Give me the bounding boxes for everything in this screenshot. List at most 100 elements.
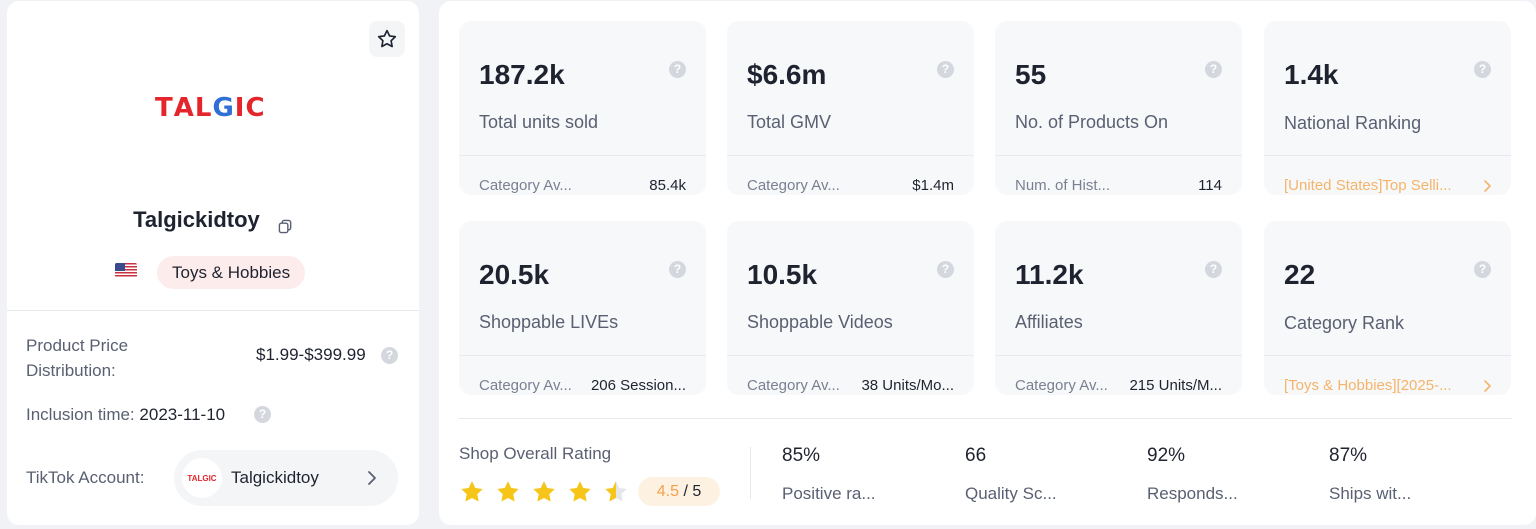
metric-value-ships-within: 87% xyxy=(1329,445,1368,466)
stat-sub-label: Category Av... xyxy=(479,177,572,194)
star-filled-icon xyxy=(461,481,483,502)
inclusion-time: Inclusion time: 2023-11-10 xyxy=(26,405,225,425)
stat-value: 22 xyxy=(1284,259,1316,290)
shop-name-text: Talgickidtoy xyxy=(133,207,260,232)
stat-label: No. of Products On xyxy=(1015,112,1169,132)
help-icon[interactable]: ? xyxy=(669,61,686,78)
stat-sub-label: Num. of Hist... xyxy=(1015,177,1111,194)
stat-card-national-ranking: 1.4k ? National Ranking [United States]T… xyxy=(1264,21,1511,195)
stat-value: 20.5k xyxy=(479,259,550,290)
stat-label: National Ranking xyxy=(1284,113,1422,133)
help-icon[interactable]: ? xyxy=(937,61,954,78)
rating-score-badge: 4.5 / 5 xyxy=(638,477,720,506)
divider xyxy=(1264,355,1511,356)
stat-value: 55 xyxy=(1015,59,1047,90)
help-icon[interactable]: ? xyxy=(1205,261,1222,278)
star-filled-icon xyxy=(533,481,555,502)
divider xyxy=(995,155,1242,156)
stat-sub-value: 38 Units/Mo... xyxy=(861,377,954,394)
inclusion-time-label: Inclusion time: xyxy=(26,405,135,424)
stat-value: 187.2k xyxy=(479,59,565,90)
tiktok-account-button[interactable]: TALGIC Talgickidtoy xyxy=(174,450,398,506)
stat-label: Shoppable Videos xyxy=(747,312,893,332)
stat-card-total-units-sold: 187.2k ? Total units sold Category Av...… xyxy=(459,21,706,195)
rating-max: / 5 xyxy=(683,483,702,500)
star-filled-icon xyxy=(497,481,519,502)
divider xyxy=(459,418,1512,419)
metric-label-responds: Responds... xyxy=(1147,484,1238,503)
divider xyxy=(7,310,419,311)
help-icon[interactable]: ? xyxy=(937,261,954,278)
divider xyxy=(1264,155,1511,156)
stat-card-shoppable-videos: 10.5k ? Shoppable Videos Category Av... … xyxy=(727,221,974,395)
stat-sub-value: 206 Session... xyxy=(590,377,686,394)
metric-label-ships-within: Ships wit... xyxy=(1329,484,1412,503)
stat-label: Affiliates xyxy=(1015,312,1083,332)
stat-sub-label: Category Av... xyxy=(1015,377,1108,394)
shop-stats-panel: 187.2k ? Total units sold Category Av...… xyxy=(439,1,1536,525)
chevron-right-icon xyxy=(1484,380,1491,392)
chevron-right-icon xyxy=(368,471,376,485)
avatar-logo-text: TALGIC xyxy=(187,473,217,483)
divider xyxy=(459,355,706,356)
stat-sub-label: Category Av... xyxy=(479,377,572,394)
ranking-link-text: [Toys & Hobbies][2025-... xyxy=(1284,377,1452,394)
divider xyxy=(459,155,706,156)
stat-card-products-on: 55 ? No. of Products On Num. of Hist... … xyxy=(995,21,1242,195)
ranking-link-text: [United States]Top Selli... xyxy=(1284,177,1452,194)
stat-value: 11.2k xyxy=(1015,259,1084,290)
divider xyxy=(727,155,974,156)
category-rank-link[interactable]: [Toys & Hobbies][2025-... xyxy=(1284,377,1494,394)
stat-sub-label: Category Av... xyxy=(747,377,840,394)
category-tag[interactable]: Toys & Hobbies xyxy=(157,256,306,289)
shop-name: Talgickidtoy xyxy=(7,207,419,233)
rating-title: Shop Overall Rating xyxy=(459,444,612,463)
stat-sub-value: $1.4m xyxy=(912,177,954,194)
divider xyxy=(750,447,751,499)
rating-stars xyxy=(459,479,629,505)
help-icon[interactable]: ? xyxy=(669,261,686,278)
help-icon[interactable]: ? xyxy=(1205,61,1222,78)
tiktok-account-label: TikTok Account: xyxy=(26,468,145,487)
help-icon[interactable]: ? xyxy=(1474,61,1491,78)
stat-sub-label: Category Av... xyxy=(747,177,840,194)
stat-sub-value: 85.4k xyxy=(649,177,686,194)
help-icon[interactable]: ? xyxy=(254,406,271,423)
help-icon[interactable]: ? xyxy=(381,347,398,364)
inclusion-time-value: 2023-11-10 xyxy=(139,405,226,424)
metric-label-positive-rate: Positive ra... xyxy=(782,484,876,503)
stat-card-category-rank: 22 ? Category Rank [Toys & Hobbies][2025… xyxy=(1264,221,1511,395)
national-ranking-link[interactable]: [United States]Top Selli... xyxy=(1284,177,1494,194)
stat-value: $6.6m xyxy=(747,59,827,90)
metric-value-quality-score: 66 xyxy=(965,445,987,466)
copy-icon[interactable] xyxy=(278,214,293,233)
stat-sub-value: 114 xyxy=(1198,177,1222,194)
metric-value-positive-rate: 85% xyxy=(782,445,821,466)
tiktok-account-name: Talgickidtoy xyxy=(231,468,319,487)
avatar: TALGIC xyxy=(182,458,222,498)
stat-value: 1.4k xyxy=(1284,59,1339,90)
stat-sub-value: 215 Units/M... xyxy=(1129,377,1222,394)
stat-card-affiliates: 11.2k ? Affiliates Category Av... 215 Un… xyxy=(995,221,1242,395)
rating-score: 4.5 xyxy=(656,483,679,500)
stat-label: Total GMV xyxy=(747,112,832,132)
shop-logo: TALGIC xyxy=(155,93,266,123)
favorite-star-button[interactable] xyxy=(369,21,405,57)
star-half-icon xyxy=(605,481,627,502)
stat-card-total-gmv: $6.6m ? Total GMV Category Av... $1.4m xyxy=(727,21,974,195)
help-icon[interactable]: ? xyxy=(1474,261,1491,278)
divider xyxy=(727,355,974,356)
stat-label: Category Rank xyxy=(1284,313,1405,333)
shop-profile-panel: TALGIC Talgickidtoy Toys & Hobbies Produ… xyxy=(7,1,419,525)
price-distribution-value: $1.99-$399.99 xyxy=(256,345,366,364)
star-filled-icon xyxy=(569,481,591,502)
metric-label-quality-score: Quality Sc... xyxy=(965,484,1057,503)
us-flag-icon xyxy=(115,263,137,278)
stat-value: 10.5k xyxy=(747,259,818,290)
stat-card-shoppable-lives: 20.5k ? Shoppable LIVEs Category Av... 2… xyxy=(459,221,706,395)
stat-label: Shoppable LIVEs xyxy=(479,312,619,332)
chevron-right-icon xyxy=(1484,180,1491,192)
metric-value-responds: 92% xyxy=(1147,445,1186,466)
price-distribution-label: Product Price Distribution: xyxy=(26,336,129,380)
star-outline-icon xyxy=(377,29,397,48)
